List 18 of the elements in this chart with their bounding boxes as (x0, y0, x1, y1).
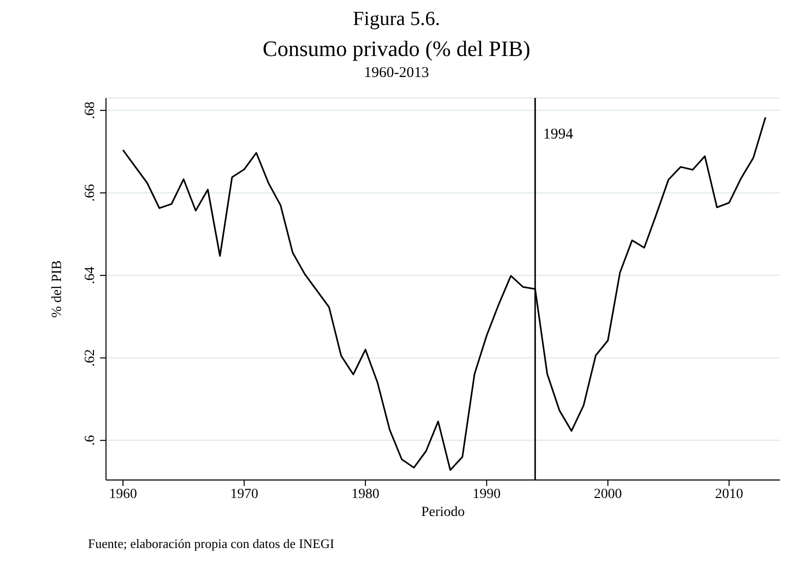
y-tick-label: .6 (83, 435, 98, 446)
chart-subtitle: 1960-2013 (363, 65, 430, 82)
x-tick-label: 1990 (472, 486, 501, 502)
y-tick-label: .66 (83, 184, 98, 202)
x-tick-label: 2000 (594, 486, 622, 502)
x-tick-label: 1970 (230, 486, 258, 502)
y-tick-label: .62 (83, 349, 98, 367)
y-axis-title: % del PIB (50, 260, 65, 318)
x-tick-label: 2010 (715, 486, 744, 502)
x-tick-label: 1980 (351, 486, 380, 502)
ref-line-label: 1994 (543, 126, 574, 143)
chart-title: Consumo privado (% del PIB) (262, 36, 532, 62)
x-axis-title: Periodo (421, 505, 465, 520)
x-tick-label: 1960 (108, 486, 137, 502)
y-tick-label: .68 (83, 102, 98, 120)
source-note: Fuente; elaboración propia con datos de INEGI (88, 536, 334, 552)
text: Figura 5.6. (352, 8, 442, 30)
y-tick-label: .64 (83, 266, 98, 284)
